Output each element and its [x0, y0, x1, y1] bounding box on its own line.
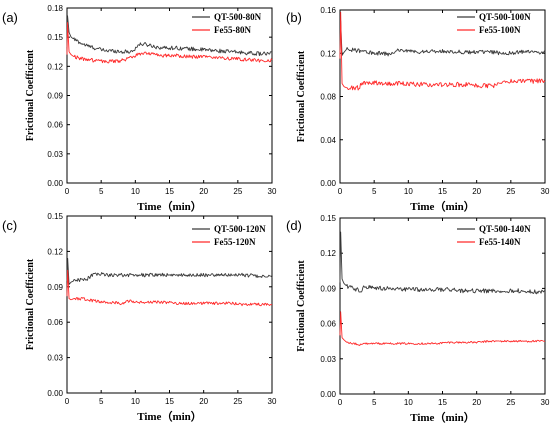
x-tick-label: 10 — [404, 187, 413, 196]
x-tick-label: 25 — [233, 397, 242, 406]
y-tick-label: 0.00 — [320, 390, 336, 399]
x-tick-label: 15 — [165, 397, 174, 406]
x-tick-label: 10 — [131, 187, 140, 196]
x-tick-label: 5 — [372, 398, 377, 407]
series-line-Fe55-80N — [66, 22, 273, 64]
y-tick-label: 0.04 — [320, 136, 336, 145]
y-tick-label: 0.15 — [47, 212, 63, 221]
panel-0: 0 5 10 15 20 25 30 0.00 0.03 0.06 0.09 0.12 0.15 0.18… — [2, 4, 277, 213]
y-tick-label: 0.09 — [47, 283, 63, 292]
x-tick-label: 15 — [165, 187, 174, 196]
x-axis-title: Time（min） — [410, 411, 475, 424]
y-tick-label: 0.03 — [47, 354, 63, 363]
x-tick-label: 10 — [131, 397, 140, 406]
x-tick-label: 0 — [338, 398, 343, 407]
x-tick-label: 10 — [404, 398, 413, 407]
y-axis-title: Frictional Coefficient — [25, 49, 36, 141]
series-line-QT-500-100N — [339, 20, 546, 57]
x-tick-label: 25 — [506, 398, 515, 407]
legend-label: QT-500-140N — [479, 224, 531, 234]
x-tick-label: 30 — [268, 397, 277, 406]
y-tick-label: 0.00 — [320, 179, 336, 188]
legend-label: Fe55-80N — [214, 25, 251, 35]
y-tick-label: 0.03 — [320, 355, 336, 364]
y-tick-label: 0.00 — [47, 389, 63, 398]
x-tick-label: 15 — [438, 187, 447, 196]
x-tick-label: 5 — [99, 187, 104, 196]
y-tick-label: 0.15 — [47, 33, 63, 42]
y-tick-label: 0.06 — [320, 320, 336, 329]
panel-label: (b) — [286, 10, 302, 25]
y-tick-label: 0.18 — [47, 4, 63, 13]
y-tick-label: 0.00 — [47, 179, 63, 188]
x-tick-label: 0 — [65, 187, 70, 196]
x-tick-label: 25 — [506, 187, 515, 196]
panel-label: (d) — [286, 218, 302, 233]
panel-2: 0 5 10 15 20 25 30 0.00 0.03 0.06 0.09 0.12 0.15 Time… — [2, 212, 277, 423]
panel-label: (a) — [2, 10, 18, 25]
series-line-QT-500-120N — [66, 258, 273, 285]
y-tick-label: 0.03 — [47, 150, 63, 159]
x-tick-label: 25 — [233, 187, 242, 196]
x-tick-label: 20 — [472, 398, 481, 407]
series-line-QT-500-80N — [66, 15, 273, 57]
y-axis-title: Frictional Coefficient — [25, 258, 36, 350]
x-tick-label: 20 — [199, 187, 208, 196]
x-axis-title: Time（min） — [137, 410, 202, 423]
y-tick-label: 0.12 — [47, 247, 63, 256]
y-tick-label: 0.08 — [320, 93, 336, 102]
y-tick-label: 0.09 — [320, 284, 336, 293]
legend-label: Fe55-140N — [479, 237, 521, 247]
x-tick-label: 30 — [541, 187, 550, 196]
y-axis-title: Frictional Coefficient — [296, 50, 307, 142]
y-tick-label: 0.12 — [320, 249, 336, 258]
y-tick-label: 0.12 — [320, 49, 336, 58]
panel-label: (c) — [2, 218, 17, 233]
y-tick-label: 0.15 — [320, 214, 336, 223]
panel-1: 0 5 10 15 20 25 30 0.00 0.04 0.08 0.12 0.16 Time（min… — [286, 6, 550, 213]
series-line-Fe55-140N — [339, 311, 546, 346]
x-axis-title: Time（min） — [410, 200, 475, 213]
plot-frame — [339, 9, 546, 184]
series-line-Fe55-100N — [339, 11, 546, 91]
x-tick-label: 0 — [65, 397, 70, 406]
y-tick-label: 0.16 — [320, 6, 336, 15]
legend-label: Fe55-120N — [214, 237, 256, 247]
x-tick-label: 30 — [268, 187, 277, 196]
y-tick-label: 0.06 — [47, 318, 63, 327]
x-axis-title: Time（min） — [137, 200, 202, 213]
legend-label: Fe55-100N — [479, 25, 521, 35]
y-tick-label: 0.09 — [47, 92, 63, 101]
y-tick-label: 0.12 — [47, 62, 63, 71]
legend-label: QT-500-80N — [214, 12, 262, 22]
x-tick-label: 5 — [372, 187, 377, 196]
legend-label: QT-500-120N — [214, 224, 266, 234]
x-tick-label: 5 — [99, 397, 104, 406]
x-tick-label: 15 — [438, 398, 447, 407]
y-axis-title: Frictional Coefficient — [296, 260, 307, 352]
x-tick-label: 30 — [541, 398, 550, 407]
x-tick-label: 20 — [199, 397, 208, 406]
panel-3: 0 5 10 15 20 25 30 0.00 0.03 0.06 0.09 0.12 0.15 Time… — [286, 214, 550, 424]
x-tick-label: 0 — [338, 187, 343, 196]
series-line-Fe55-120N — [66, 269, 273, 307]
x-tick-label: 20 — [472, 187, 481, 196]
y-tick-label: 0.06 — [47, 121, 63, 130]
legend-label: QT-500-100N — [479, 12, 531, 22]
series-line-QT-500-140N — [339, 231, 546, 295]
